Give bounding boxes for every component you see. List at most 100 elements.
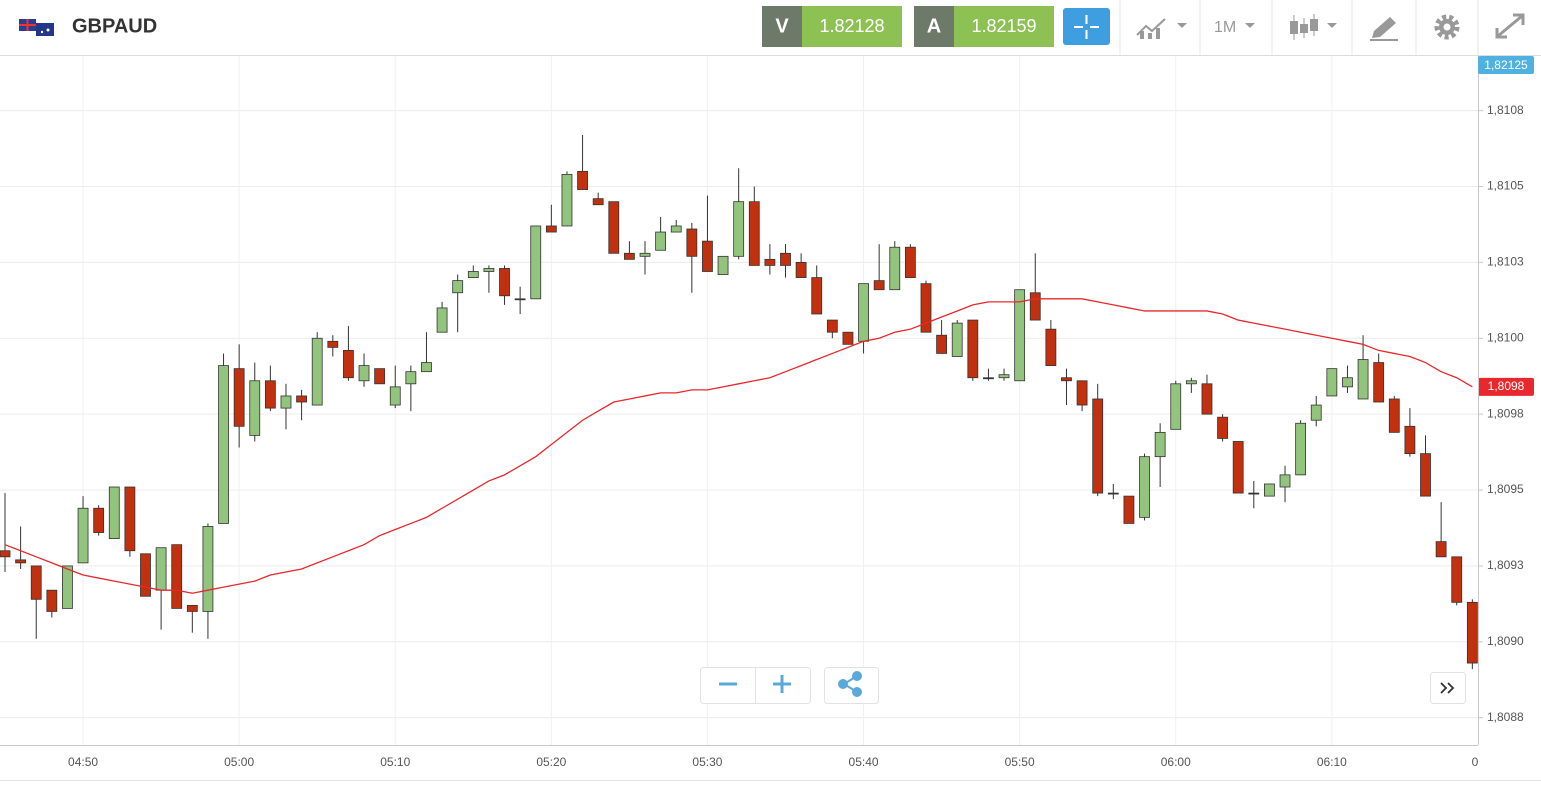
candle-body — [327, 340, 339, 348]
candle-body — [904, 246, 916, 278]
candle-body — [436, 307, 448, 333]
x-tick-label: 05:00 — [224, 755, 254, 769]
candle-body — [1248, 492, 1260, 495]
candle-body — [1326, 368, 1338, 397]
x-tick-label: 06:10 — [1317, 755, 1347, 769]
toolbar-separators — [1119, 0, 1479, 55]
bid-button[interactable]: V 1.82128 — [762, 6, 902, 47]
grid — [0, 56, 1478, 745]
candle-body — [530, 225, 542, 300]
candle-body — [1170, 383, 1182, 430]
candle-body — [280, 395, 292, 409]
symbol: GBPAUD — [72, 15, 157, 37]
candle-body — [483, 268, 495, 272]
candle-body — [514, 298, 526, 301]
candle-body — [233, 368, 245, 427]
candle-body — [62, 565, 73, 609]
timeframe-button[interactable]: 1M — [1214, 19, 1255, 36]
candle-body — [764, 258, 776, 266]
candle-body — [343, 350, 354, 379]
moving-average-line — [4, 298, 1473, 594]
share-button[interactable] — [824, 667, 879, 704]
moving-average-label: 1,8098 — [1488, 379, 1525, 393]
ask-price: 1.82159 — [971, 16, 1036, 36]
candle-body — [0, 550, 11, 558]
candle-body — [108, 486, 120, 540]
candle-body — [702, 240, 713, 272]
bid-price: 1.82128 — [819, 16, 884, 36]
candle-body — [1029, 292, 1041, 321]
candle-body — [30, 565, 42, 600]
candle-body — [873, 280, 885, 291]
x-edge-label: 0 — [1472, 755, 1479, 769]
candle-body — [140, 553, 151, 597]
candle-body — [171, 544, 183, 609]
candle-body — [889, 246, 901, 291]
zoom-in[interactable] — [773, 675, 791, 693]
candle-body — [1107, 492, 1119, 495]
candle-body — [1451, 556, 1463, 603]
candle-body — [1139, 456, 1150, 518]
candle-body — [296, 395, 307, 403]
candle-body — [998, 374, 1010, 379]
y-tick-label: 1,8098 — [1487, 406, 1524, 420]
candle-body — [639, 252, 651, 257]
candle-body — [389, 386, 401, 406]
candle-body — [842, 331, 854, 345]
crosshair-button[interactable] — [1063, 8, 1110, 45]
candle-body — [202, 526, 214, 612]
candle-body — [1014, 289, 1026, 382]
candle-body — [592, 198, 604, 206]
candle-body — [920, 283, 932, 333]
candle-body — [1466, 601, 1478, 664]
candle-body — [467, 271, 479, 278]
x-tick-label: 05:10 — [380, 755, 410, 769]
y-tick-label: 1,8088 — [1487, 710, 1524, 724]
candle-body — [218, 365, 229, 524]
ask-button[interactable]: A 1.82159 — [914, 6, 1054, 47]
axes: 1,8088 1,8090 1,8093 1,8095 1,8098 1,8100 1,81… — [0, 56, 1541, 781]
candle-body — [1232, 441, 1244, 494]
candle-body — [186, 604, 198, 612]
candle-body — [155, 547, 167, 591]
candle-body — [46, 589, 58, 612]
candle-body — [1388, 398, 1400, 433]
candle-body — [655, 231, 667, 251]
candles — [0, 134, 1478, 670]
y-tick-label: 1,8093 — [1487, 558, 1524, 572]
candle-body — [1373, 362, 1385, 403]
scroll-end-button[interactable] — [1430, 672, 1466, 704]
candle-body — [1217, 416, 1228, 439]
price-tag: 1,82125 — [1478, 56, 1534, 74]
candle-body — [15, 559, 27, 564]
candle-body — [983, 377, 994, 380]
draw-button[interactable] — [1370, 17, 1398, 41]
candle-body — [1295, 422, 1307, 476]
y-tick-label: 1,8100 — [1487, 330, 1524, 344]
zoom-controls[interactable] — [700, 667, 811, 704]
candle-body — [358, 365, 370, 382]
candle-body — [686, 228, 698, 257]
candle-body — [936, 334, 947, 354]
candle-body — [1201, 383, 1213, 415]
settings-button[interactable] — [1434, 14, 1460, 40]
candle-body — [249, 380, 261, 436]
candle-body — [748, 201, 760, 266]
overlay: 1,8098 — [4, 298, 1534, 594]
candle-body — [1123, 495, 1135, 524]
candle-body — [421, 362, 432, 373]
candle-body — [405, 371, 417, 385]
y-tick-label: 1,8090 — [1487, 634, 1524, 648]
fullscreen-button[interactable] — [1495, 13, 1525, 39]
candle-body — [545, 225, 557, 233]
candle-body — [795, 261, 807, 278]
candle-body — [577, 170, 588, 190]
candle-body — [499, 268, 510, 297]
x-tick-label: 05:30 — [692, 755, 722, 769]
chart-type-button[interactable] — [1136, 18, 1187, 39]
x-tick-label: 06:00 — [1161, 755, 1191, 769]
candle-body — [1342, 377, 1353, 388]
x-tick-label: 05:50 — [1005, 755, 1035, 769]
candle-style-button[interactable] — [1290, 14, 1337, 40]
